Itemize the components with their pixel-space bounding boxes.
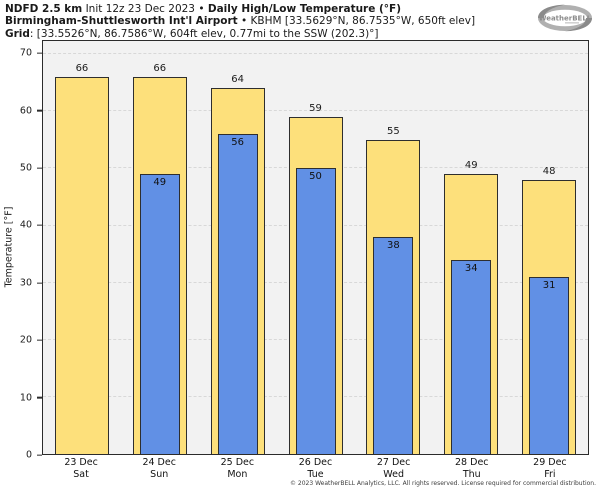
x-tick-label: 23 Dec Sat [42, 457, 120, 480]
high-value-label: 55 [387, 125, 400, 137]
header-line-1: NDFD 2.5 km Init 12z 23 Dec 2023 • Daily… [5, 3, 475, 15]
low-value-label: 31 [542, 279, 556, 291]
y-tick-mark-60 [37, 109, 42, 112]
y-tick-label-50: 50 [19, 162, 32, 174]
bar-slot-24-dec: 66 49 [121, 41, 199, 454]
hurricane-swirl-icon: WeatherBELL [538, 4, 592, 32]
y-tick-mark-40 [37, 224, 42, 227]
grid-label: Grid [5, 27, 30, 40]
x-tick-label: 28 Dec Thu [433, 457, 511, 480]
low-value-label: 34 [464, 262, 478, 274]
low-value-label: 50 [309, 171, 322, 183]
low-bar: 31 [529, 276, 570, 454]
high-value-label: 49 [464, 160, 478, 172]
copyright-text: © 2023 WeatherBELL Analytics, LLC. All r… [290, 480, 596, 487]
logo-brand-text: WeatherBELL [539, 15, 592, 23]
x-tick-label: 26 Dec Tue [276, 457, 354, 480]
x-tick-day: Mon [227, 468, 248, 480]
x-tick-date: 25 Dec [220, 457, 255, 468]
high-value-label: 64 [231, 74, 245, 86]
x-tick-label: 27 Dec Wed [355, 457, 433, 480]
x-tick-date: 28 Dec [455, 457, 489, 468]
x-tick-date: 27 Dec [376, 457, 411, 468]
bars-layer: 66 66 49 64 56 59 50 55 38 49 34 48 31 [43, 41, 588, 454]
model-name: NDFD 2.5 km [5, 3, 83, 15]
y-tick-mark-0 [37, 454, 42, 456]
gridline-70 [43, 53, 588, 55]
y-tick-label-0: 0 [25, 449, 32, 461]
x-tick-day: Sat [73, 468, 89, 480]
x-tick-date: 24 Dec [142, 457, 176, 468]
x-tick-label: 29 Dec Fri [511, 457, 589, 480]
bar-slot-26-dec: 59 50 [277, 41, 355, 454]
x-tick-day: Tue [307, 468, 324, 480]
y-axis-ticks: 0 10 20 30 40 50 60 70 [0, 40, 42, 461]
bar-slot-25-dec: 64 56 [199, 41, 277, 454]
low-value-label: 56 [231, 137, 244, 149]
y-tick-mark-10 [37, 396, 42, 399]
low-bar: 38 [373, 236, 414, 454]
bar-slot-23-dec: 66 [43, 41, 121, 454]
y-tick-mark-50 [37, 167, 42, 169]
x-tick-day: Sun [150, 468, 169, 480]
y-tick-label-60: 60 [19, 105, 32, 117]
weatherbell-logo: WeatherBELL [536, 2, 594, 34]
y-tick-label-20: 20 [19, 334, 32, 346]
low-value-label: 49 [153, 177, 167, 189]
grid-detail: : [33.5526°N, 86.7586°W, 604ft elev, 0.7… [29, 27, 379, 40]
high-bar [54, 77, 109, 454]
x-tick-label: 25 Dec Mon [198, 457, 276, 480]
x-axis-labels: 23 Dec Sat 24 Dec Sun 25 Dec Mon 26 Dec Tue 27 D… [42, 457, 589, 480]
y-tick-mark-20 [37, 339, 42, 341]
y-tick-label-10: 10 [19, 392, 32, 404]
station-name: Birmingham-Shuttlesworth Int'l Airport [5, 15, 238, 28]
high-value-label: 66 [75, 63, 89, 74]
gridline-60 [43, 110, 588, 112]
header-line-2: Birmingham-Shuttlesworth Int'l Airport •… [5, 15, 475, 27]
low-bar: 49 [139, 174, 180, 454]
y-tick-mark-70 [37, 52, 42, 54]
x-tick-day: Thu [462, 468, 481, 480]
low-bar: 34 [451, 259, 492, 454]
x-tick-date: 26 Dec [298, 457, 333, 468]
low-value-label: 38 [386, 239, 400, 251]
x-tick-day: Fri [544, 468, 556, 480]
header-line-3: Grid: [33.5526°N, 86.7586°W, 604ft elev,… [5, 28, 475, 40]
y-tick-label-40: 40 [19, 219, 32, 231]
y-tick-label-70: 70 [19, 47, 32, 59]
chart-title: Daily High/Low Temperature (°F) [207, 3, 402, 15]
low-bar: 56 [217, 134, 258, 454]
x-tick-label: 24 Dec Sun [120, 457, 198, 480]
y-tick-label-30: 30 [19, 277, 32, 289]
y-tick-mark-30 [37, 282, 42, 284]
bar-slot-28-dec: 49 34 [432, 41, 510, 454]
init-time: Init 12z 23 Dec 2023 • [82, 3, 208, 15]
bar-slot-29-dec: 48 31 [510, 41, 588, 454]
x-tick-day: Wed [383, 468, 404, 480]
chart-header: NDFD 2.5 km Init 12z 23 Dec 2023 • Daily… [5, 3, 475, 40]
high-value-label: 48 [542, 165, 556, 177]
x-tick-date: 23 Dec [64, 457, 98, 468]
bar-slot-27-dec: 55 38 [354, 41, 432, 454]
x-tick-date: 29 Dec [533, 457, 567, 468]
station-detail: • KBHM [33.5629°N, 86.7535°W, 650ft elev… [237, 15, 476, 28]
high-value-label: 66 [153, 63, 167, 74]
low-bar: 50 [295, 168, 336, 454]
high-value-label: 59 [309, 102, 322, 114]
plot-area: 66 66 49 64 56 59 50 55 38 49 34 48 31 [42, 40, 589, 455]
